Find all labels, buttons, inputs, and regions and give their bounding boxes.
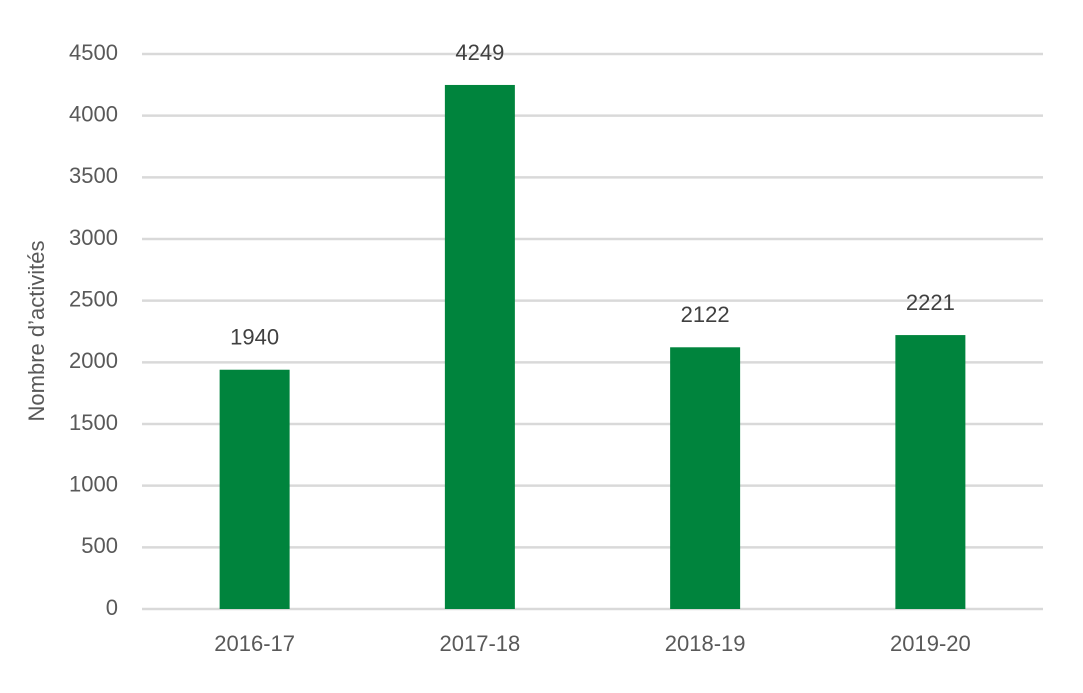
x-tick-label: 2019-20 [890,631,971,656]
y-tick-label: 3500 [69,163,118,188]
bar [670,347,741,609]
y-tick-label: 2000 [69,348,118,373]
y-tick-label: 0 [106,595,118,620]
y-tick-label: 4500 [69,40,118,65]
data-label: 2122 [681,302,730,327]
y-tick-label: 3000 [69,225,118,250]
bar [895,335,966,609]
x-tick-label: 2017-18 [440,631,521,656]
y-tick-label: 1000 [69,471,118,496]
data-label: 2221 [906,290,955,315]
y-tick-label: 500 [81,533,118,558]
x-tick-label: 2016-17 [214,631,295,656]
x-tick-label: 2018-19 [665,631,746,656]
y-tick-label: 2500 [69,286,118,311]
y-tick-label: 1500 [69,410,118,435]
y-tick-label: 4000 [69,101,118,126]
data-label: 1940 [230,325,279,350]
bar [444,84,515,609]
y-axis-label: Nombre d’activités [24,241,49,422]
bar [219,369,290,609]
data-label: 4249 [455,40,504,65]
